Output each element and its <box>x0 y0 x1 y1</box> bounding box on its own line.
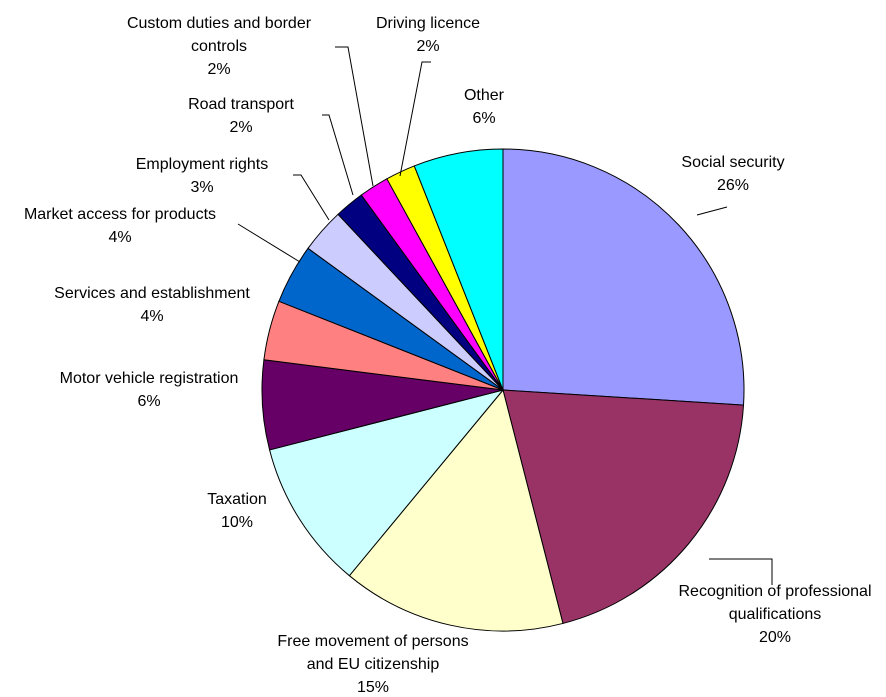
slice-percent: 10% <box>221 514 253 531</box>
slice-label-1: Recognition of professional qualification… <box>678 583 871 646</box>
leader-line-7 <box>293 174 330 221</box>
leader-lines <box>237 46 773 585</box>
slice-label-line: controls <box>191 38 247 55</box>
slice-label-line: Motor vehicle registration <box>60 370 239 387</box>
slice-percent: 6% <box>472 110 495 127</box>
pie-slice-0 <box>502 148 745 406</box>
slice-percent: 6% <box>137 393 160 410</box>
slice-label-line: Other <box>464 87 505 104</box>
slice-label-line: and EU citizenship <box>307 656 440 673</box>
pie-slice-11 <box>413 148 504 391</box>
slice-label-5: Services and establishment 4% <box>54 285 250 325</box>
leader-line-0 <box>696 206 728 216</box>
slice-label-line: Employment rights <box>136 156 269 173</box>
slice-percent: 2% <box>416 38 439 55</box>
slice-percent: 2% <box>207 61 230 78</box>
slice-label-7: Employment rights 3% <box>136 156 269 196</box>
slice-label-11: Other 6% <box>464 87 505 127</box>
slice-label-line: Recognition of professional <box>678 583 871 600</box>
slice-label-4: Motor vehicle registration 6% <box>60 370 239 410</box>
pie-slices <box>261 148 745 632</box>
leader-line-8 <box>322 114 354 196</box>
slice-percent: 2% <box>229 119 252 136</box>
slice-label-3: Taxation 10% <box>207 491 267 531</box>
slice-percent: 3% <box>190 179 213 196</box>
slice-percent: 20% <box>759 629 791 646</box>
slice-label-8: Road transport 2% <box>188 96 294 136</box>
slice-label-2: Free movement of persons and EU citizensh… <box>277 633 468 696</box>
slice-percent: 4% <box>140 308 163 325</box>
slice-label-line: Driving licence <box>376 15 480 32</box>
slice-percent: 15% <box>357 679 389 696</box>
slice-label-0: Social security 26% <box>681 154 784 194</box>
slice-label-6: Market access for products 4% <box>24 206 216 246</box>
slice-label-9: Custom duties and border controls 2% <box>127 15 312 78</box>
slice-label-line: Social security <box>681 154 784 171</box>
slice-label-10: Driving licence 2% <box>376 15 480 55</box>
leader-line-10 <box>399 61 431 177</box>
slice-label-line: Market access for products <box>24 206 216 223</box>
slice-label-line: Taxation <box>207 491 267 508</box>
slice-label-line: Road transport <box>188 96 294 113</box>
leader-line-1 <box>709 558 773 585</box>
slice-label-line: qualifications <box>729 606 822 623</box>
pie-slice-2 <box>348 388 564 632</box>
slice-percent: 4% <box>108 229 131 246</box>
leader-line-9 <box>335 46 374 187</box>
pie-slice-1 <box>502 389 745 625</box>
slice-label-line: Services and establishment <box>54 285 250 302</box>
slice-labels: Social security 26% Recognition of profess… <box>24 15 872 696</box>
slice-percent: 26% <box>717 177 749 194</box>
slice-label-line: Custom duties and border <box>127 15 312 32</box>
slice-label-line: Free movement of persons <box>277 633 468 650</box>
pie-slice-3 <box>268 389 505 577</box>
leader-line-6 <box>237 223 301 263</box>
